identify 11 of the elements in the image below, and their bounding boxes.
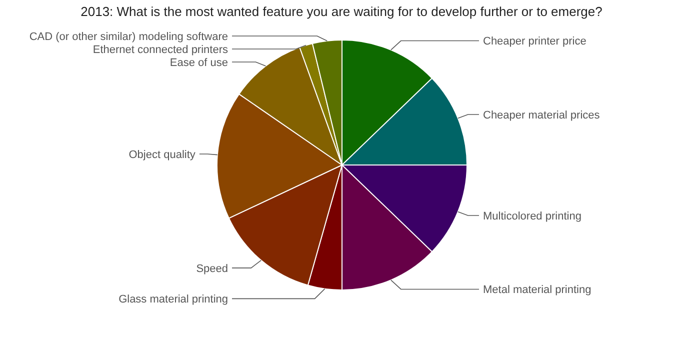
slice-label: Ease of use [170, 56, 228, 69]
slice-label: Object quality [128, 148, 196, 161]
slice-label: CAD (or other similar) modeling software [29, 30, 228, 43]
slice-label: Multicolored printing [483, 210, 582, 222]
chart-title: 2013: What is the most wanted feature you are waiting for to develop further or to emerge? [80, 4, 602, 19]
slice-label: Metal material printing [483, 284, 592, 296]
slice-label: Cheaper material prices [483, 109, 600, 122]
slice-label: Cheaper printer price [483, 36, 586, 48]
slice-label: Glass material printing [118, 294, 228, 306]
slice-label: Speed [196, 262, 228, 275]
slice-label: Ethernet connected printers [92, 44, 228, 56]
